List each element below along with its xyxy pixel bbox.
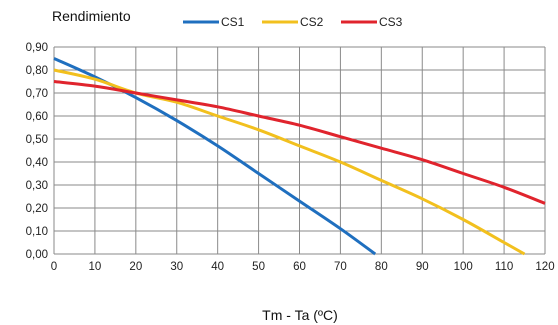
grid (53, 46, 546, 255)
x-tick-label: 30 (170, 261, 183, 273)
x-tick-label: 70 (334, 261, 347, 273)
y-tick-label: 0,90 (26, 42, 48, 54)
y-tick-label: 0,20 (26, 203, 48, 215)
x-tick-label: 120 (535, 261, 554, 273)
x-tick-label: 100 (454, 261, 473, 273)
legend-label-cs1: CS1 (221, 15, 245, 29)
legend-label-cs3: CS3 (379, 15, 403, 29)
series-lines (53, 57, 546, 256)
y-tick-label: 0,50 (26, 134, 48, 146)
y-axis-label: Rendimiento (52, 8, 131, 24)
legend-label-cs2: CS2 (300, 15, 324, 29)
y-tick-label: 0,00 (26, 249, 48, 261)
x-tick-labels: 0 10 20 30 40 50 60 70 80 90 100 110 120 (51, 261, 555, 273)
x-tick-label: 60 (293, 261, 306, 273)
x-tick-label: 20 (129, 261, 142, 273)
y-tick-label: 0,60 (26, 111, 48, 123)
y-tick-label: 0,70 (26, 88, 48, 100)
y-tick-label: 0,40 (26, 157, 48, 169)
x-tick-label: 0 (51, 261, 57, 273)
x-tick-label: 10 (89, 261, 102, 273)
x-tick-label: 50 (252, 261, 265, 273)
x-axis-label: Tm - Ta (ºC) (262, 307, 338, 323)
y-tick-label: 0,30 (26, 180, 48, 192)
series-line-cs3 (53, 80, 546, 205)
y-tick-label: 0,10 (26, 226, 48, 238)
y-tick-label: 0,80 (26, 65, 48, 77)
legend: CS1 CS2 CS3 (183, 15, 403, 29)
x-tick-label: 80 (375, 261, 388, 273)
x-tick-label: 110 (495, 261, 513, 273)
x-tick-label: 40 (211, 261, 224, 273)
y-tick-labels: 0,00 0,10 0,20 0,30 0,40 0,50 0,60 0,70 0,80 0,90 (26, 42, 48, 261)
x-tick-label: 90 (416, 261, 429, 273)
